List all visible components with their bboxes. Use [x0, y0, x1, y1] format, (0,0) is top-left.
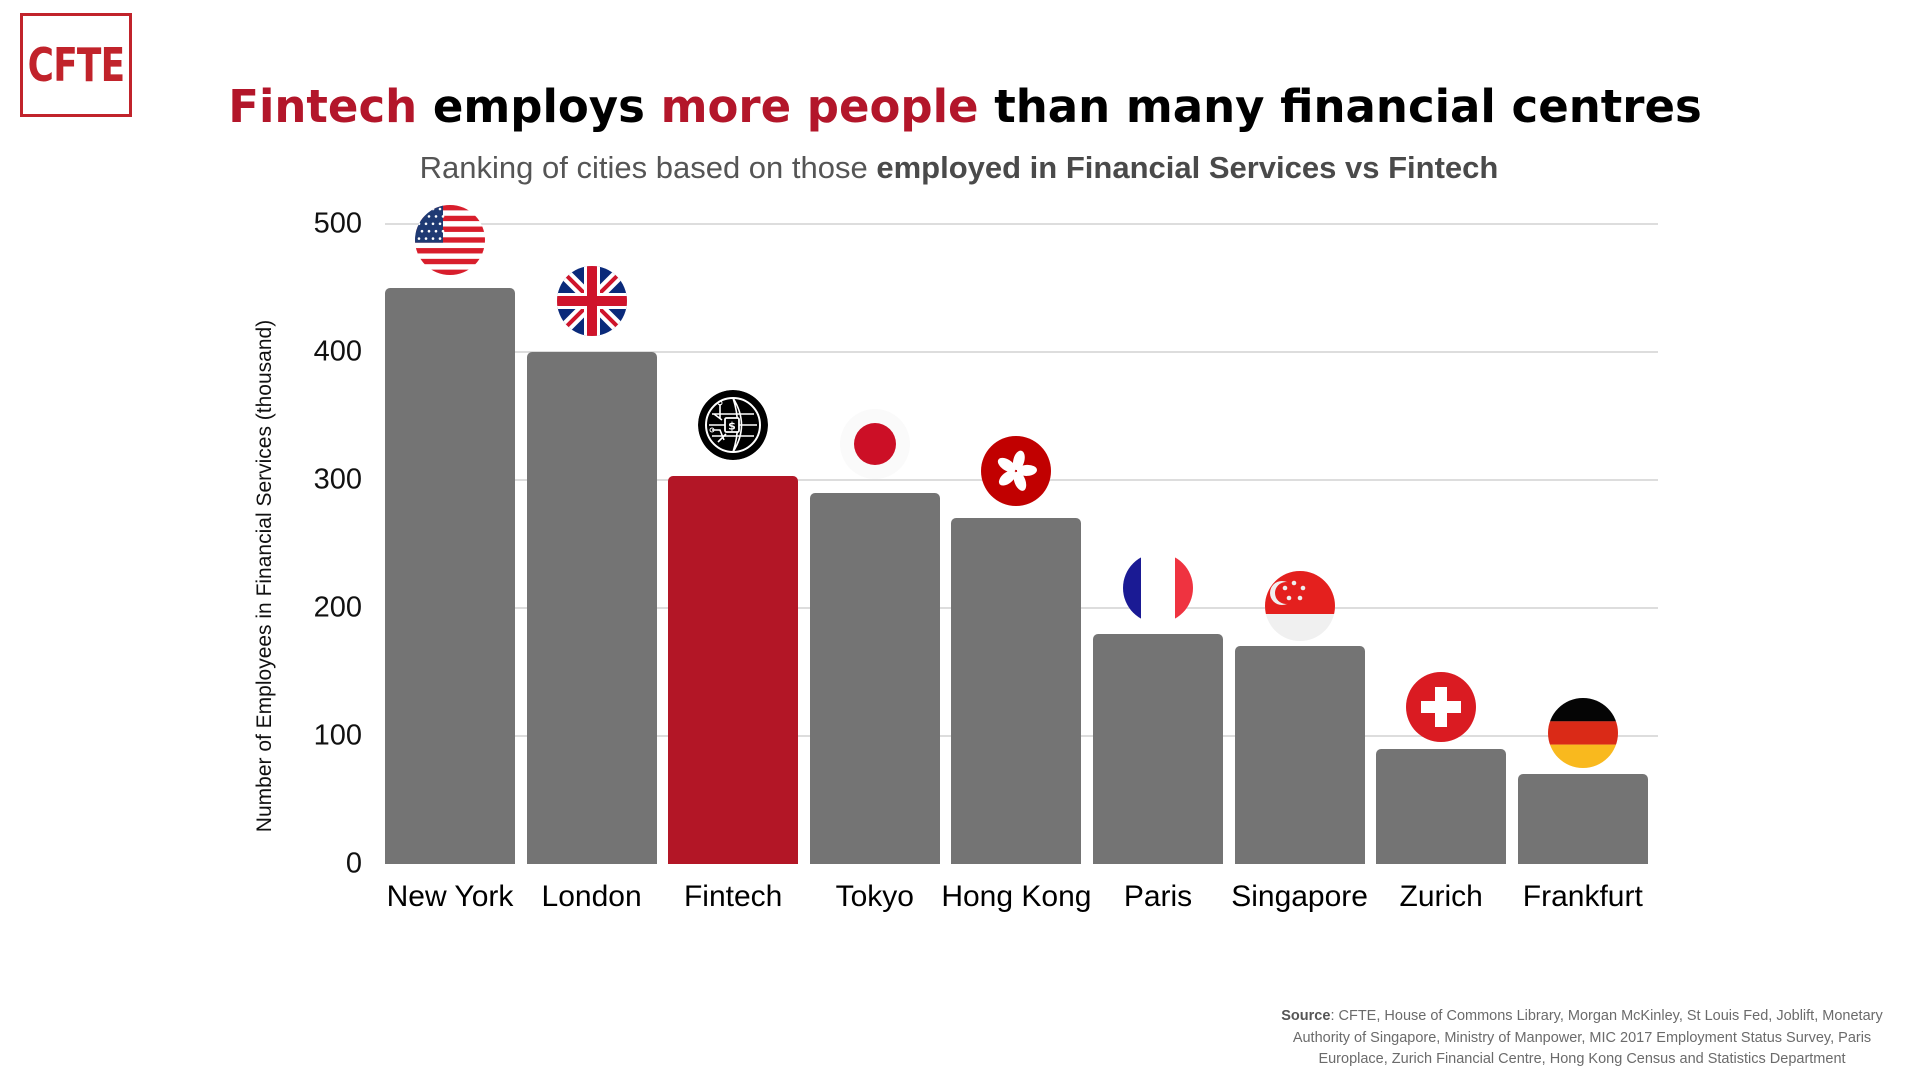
chart-subtitle: Ranking of cities based on those employe… [0, 150, 1918, 186]
title-accent-fintech: Fintech [228, 80, 418, 133]
title-accent-more-people: more people [660, 80, 979, 133]
subtitle-text: Ranking of cities based on those [419, 150, 877, 185]
y-tick-label: 0 [345, 847, 362, 880]
bar-zurich [1376, 748, 1507, 864]
source-text: : CFTE, House of Commons Library, Morgan… [1292, 1008, 1883, 1067]
logo-text: CFTE [27, 38, 125, 92]
bar-fintech [668, 476, 799, 864]
uk-flag-icon [556, 266, 627, 336]
us-flag-icon [415, 205, 485, 275]
y-tick-label: 500 [313, 207, 362, 240]
bar-frankfurt [1517, 774, 1648, 864]
x-tick-label: Fintech [683, 880, 783, 913]
y-tick-label: 100 [313, 719, 362, 752]
svg-text:$: $ [728, 420, 736, 433]
x-tick-label: Singapore [1231, 880, 1368, 913]
bar-london [526, 352, 657, 864]
gridline [385, 351, 1658, 353]
x-tick-label: London [541, 880, 642, 913]
y-tick-label: 200 [313, 591, 362, 624]
fintech-globe-chip-icon: $ [698, 390, 769, 461]
x-tick-label: Zurich [1399, 880, 1483, 913]
germany-flag-icon [1547, 698, 1618, 769]
source-note: Source: CFTE, House of Commons Library, … [1262, 1006, 1902, 1071]
x-tick-label: New York [386, 880, 514, 913]
x-tick-label: Paris [1123, 880, 1193, 913]
singapore-flag-icon [1264, 571, 1335, 642]
title-text: employs [417, 80, 661, 133]
switzerland-flag-icon [1406, 671, 1477, 742]
hong-kong-flag-icon [981, 436, 1052, 507]
x-tick-label: Hong Kong [941, 880, 1092, 913]
subtitle-bold: employed in Financial Services vs Fintec… [876, 150, 1499, 185]
bar-paris [1093, 633, 1223, 864]
bar-hong-kong [951, 518, 1082, 864]
source-label: Source [1281, 1008, 1331, 1024]
x-tick-label: Frankfurt [1522, 880, 1643, 913]
japan-flag-icon [839, 408, 910, 479]
y-tick-label: 400 [313, 335, 362, 368]
france-flag-icon [1123, 552, 1193, 623]
bar-tokyo [809, 492, 940, 864]
cfte-logo: CFTE [20, 13, 132, 117]
bar-new-york [385, 288, 515, 864]
y-tick-label: 300 [313, 463, 362, 496]
chart-title: Fintech employs more people than many fi… [0, 80, 1920, 133]
bar-singapore [1234, 646, 1365, 864]
gridline [385, 223, 1658, 225]
title-text-end: than many financial centres [978, 80, 1702, 133]
x-tick-label: Tokyo [835, 880, 914, 913]
